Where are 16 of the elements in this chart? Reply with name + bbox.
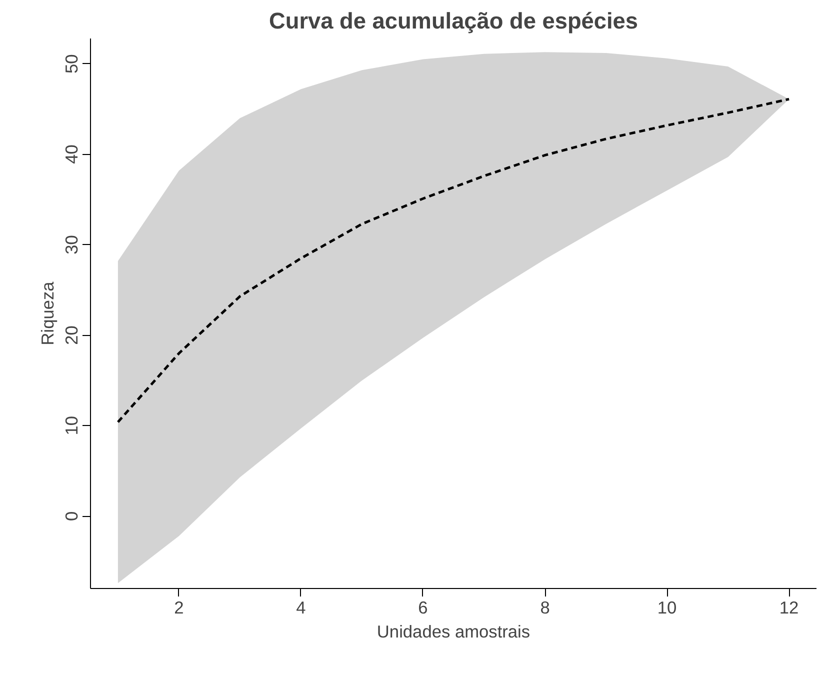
y-tick-label: 30 [62, 235, 82, 254]
x-tick-label: 8 [540, 598, 550, 618]
x-tick-label: 4 [296, 598, 306, 618]
x-tick-label: 6 [418, 598, 428, 618]
x-axis-title: Unidades amostrais [376, 622, 530, 642]
line-series [116, 98, 790, 424]
y-tick-label: 20 [62, 326, 82, 345]
chart-title: Curva de acumulação de espécies [269, 8, 638, 34]
x-tick-label: 10 [657, 598, 677, 618]
x-tick-label: 12 [779, 598, 799, 618]
y-tick-label: 10 [62, 416, 82, 436]
x-tick-label: 2 [174, 598, 184, 618]
y-tick-label: 50 [62, 54, 82, 74]
y-axis-title: Riqueza [38, 281, 58, 346]
y-tick-label: 40 [62, 144, 82, 164]
y-tick-label: 0 [62, 511, 82, 521]
